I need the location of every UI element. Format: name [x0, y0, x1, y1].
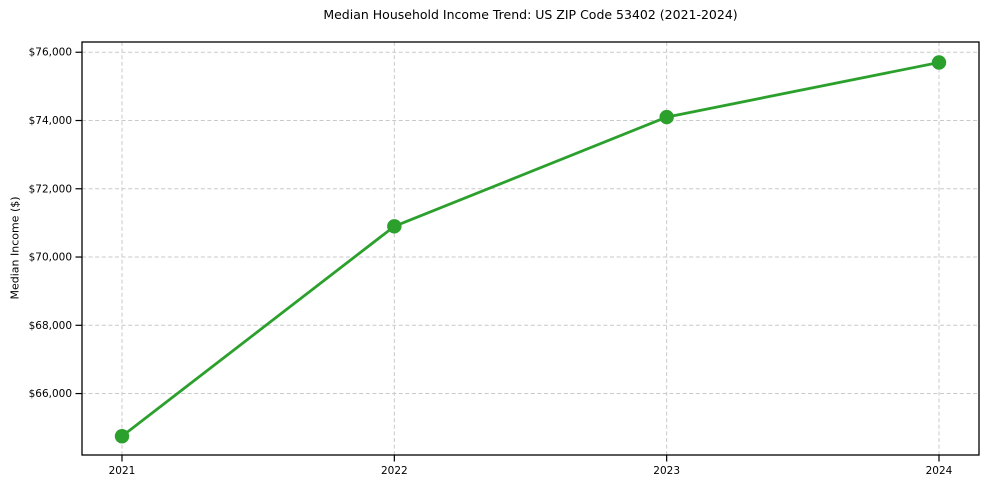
- data-point-marker: [114, 429, 130, 444]
- data-point-marker: [659, 109, 674, 125]
- y-tick-label: $66,000: [29, 388, 72, 400]
- x-tick-label: 2021: [109, 465, 136, 477]
- x-tick-label: 2022: [381, 465, 408, 477]
- trend-line: [120, 61, 941, 438]
- plot-frame: [81, 41, 980, 456]
- data-point-marker: [931, 55, 947, 70]
- y-tick-label: $74,000: [29, 115, 72, 127]
- y-tick-label: $68,000: [29, 320, 72, 332]
- y-axis-label: Median Income ($): [8, 196, 22, 300]
- x-tick-label: 2023: [653, 465, 680, 477]
- y-tick-label: $76,000: [29, 47, 72, 59]
- data-point-marker: [387, 219, 402, 234]
- y-tick-label: $70,000: [29, 252, 72, 264]
- chart-title: Median Household Income Trend: US ZIP Co…: [323, 7, 738, 22]
- y-tick-label: $72,000: [29, 183, 72, 195]
- x-tick-label: 2024: [926, 465, 953, 477]
